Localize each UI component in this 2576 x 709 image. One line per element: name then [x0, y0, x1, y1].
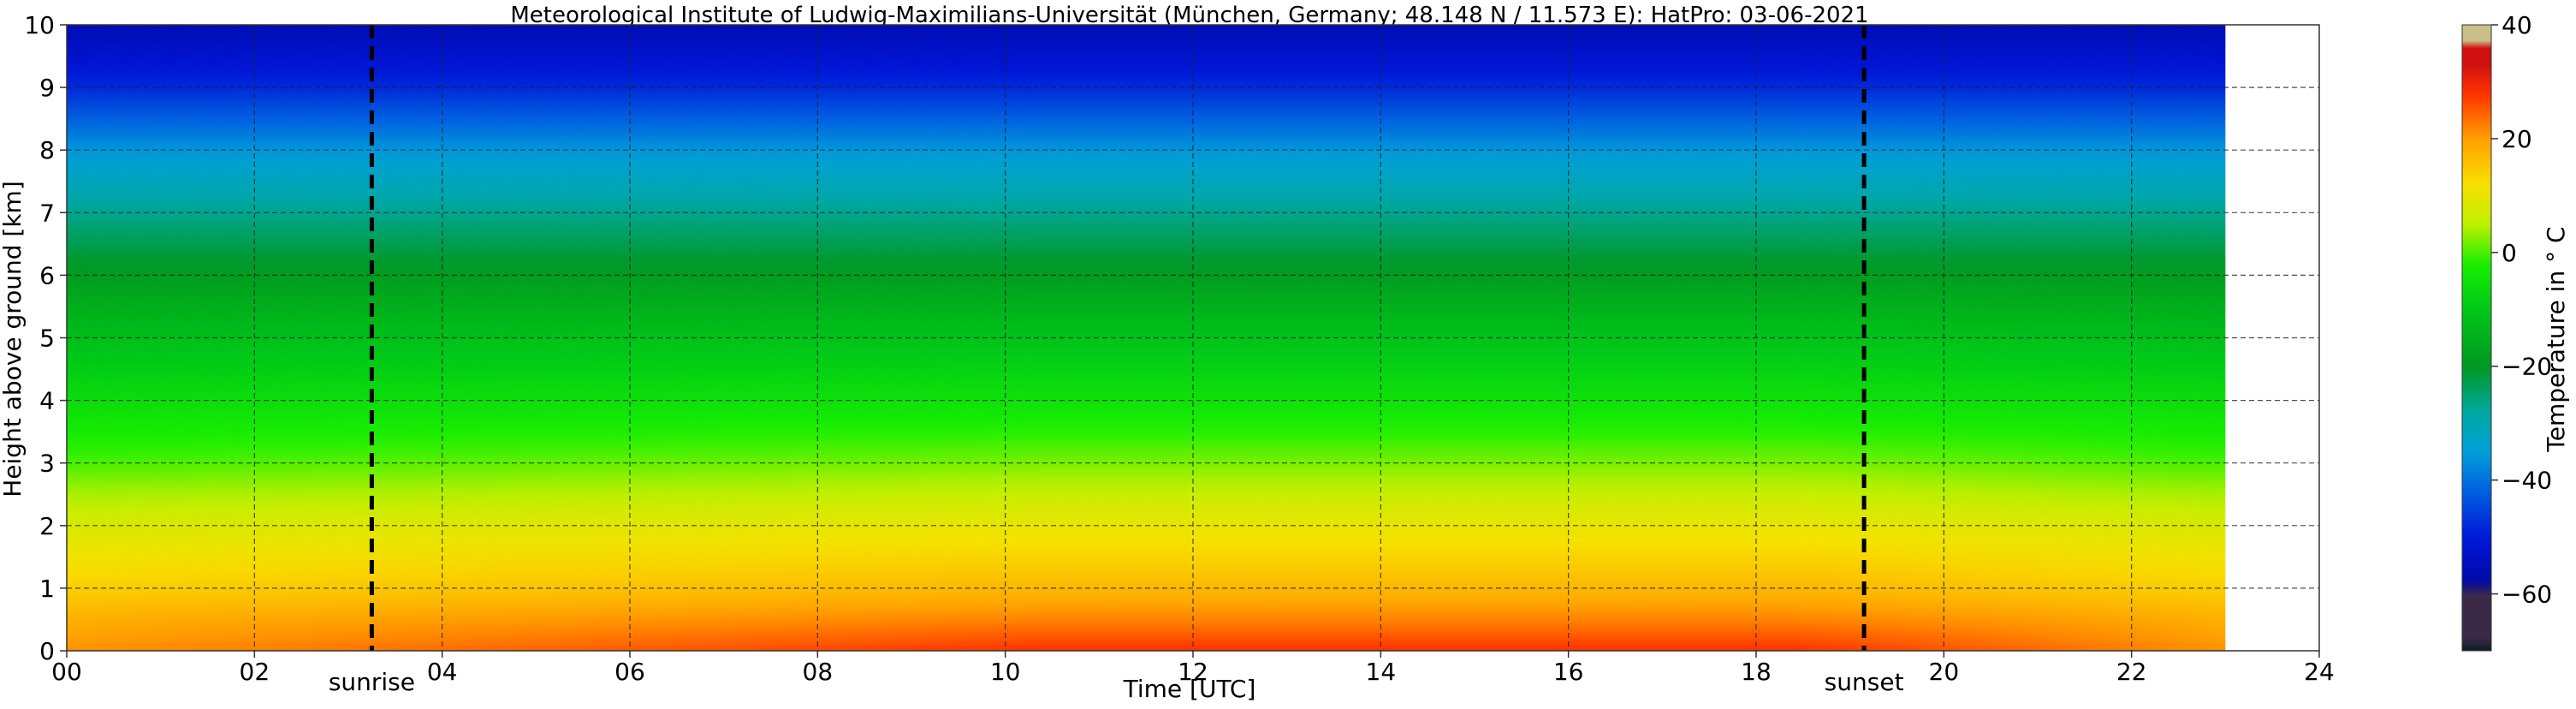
x-axis-label: Time [UTC]: [1123, 675, 1256, 703]
y-tick-label: 0: [39, 637, 55, 665]
y-tick-label: 9: [39, 74, 55, 102]
y-tick-label: 5: [39, 325, 55, 353]
x-tick-label: 02: [240, 658, 270, 686]
sunrise-label: sunrise: [329, 668, 415, 696]
y-axis-ticks: 0 1 2 3 4 5 6 7 8 9 10: [24, 11, 67, 665]
y-tick-label: 4: [39, 387, 55, 415]
y-tick-label: 2: [39, 512, 55, 540]
colorbar-tick-label: 0: [2502, 239, 2517, 267]
x-axis-ticks: 00 02 04 06 08 10 12 14 16 18 20 22 24: [51, 651, 2335, 686]
colorbar-label: Temperature in ° C: [2542, 226, 2570, 452]
x-tick-label: 00: [51, 658, 82, 686]
colorbar-tick-label: −40: [2502, 467, 2552, 495]
y-tick-label: 10: [24, 11, 55, 39]
x-tick-label: 08: [803, 658, 834, 686]
sunset-label: sunset: [1825, 668, 1904, 696]
y-axis-label: Height above ground [km]: [0, 181, 27, 497]
annotations: sunrise sunset: [329, 25, 1904, 696]
x-tick-label: 18: [1741, 658, 1772, 686]
y-tick-label: 7: [39, 199, 55, 227]
x-tick-label: 20: [1929, 658, 1960, 686]
x-tick-label: 04: [427, 658, 458, 686]
y-tick-label: 1: [39, 575, 55, 603]
colorbar-tick-label: 20: [2502, 125, 2532, 153]
x-tick-label: 12: [1178, 658, 1208, 686]
colorbar: 40 20 0 −20 −40 −60: [2461, 11, 2552, 652]
x-tick-label: 16: [1553, 658, 1584, 686]
colorbar-tick-label: 40: [2502, 11, 2532, 39]
x-tick-label: 10: [990, 658, 1021, 686]
grid-lines: [67, 25, 2319, 651]
x-tick-label: 06: [614, 658, 645, 686]
y-tick-label: 3: [39, 450, 55, 478]
x-tick-label: 24: [2304, 658, 2335, 686]
colorbar-tick-label: −60: [2502, 581, 2552, 609]
y-tick-label: 8: [39, 136, 55, 164]
y-tick-label: 6: [39, 261, 55, 289]
x-tick-label: 22: [2116, 658, 2147, 686]
colorbar-tick-label: −20: [2502, 353, 2552, 381]
x-tick-label: 14: [1366, 658, 1397, 686]
chart-title: Meteorological Institute of Ludwig-Maxim…: [510, 3, 1868, 28]
colorbar-gradient: [2461, 24, 2492, 652]
